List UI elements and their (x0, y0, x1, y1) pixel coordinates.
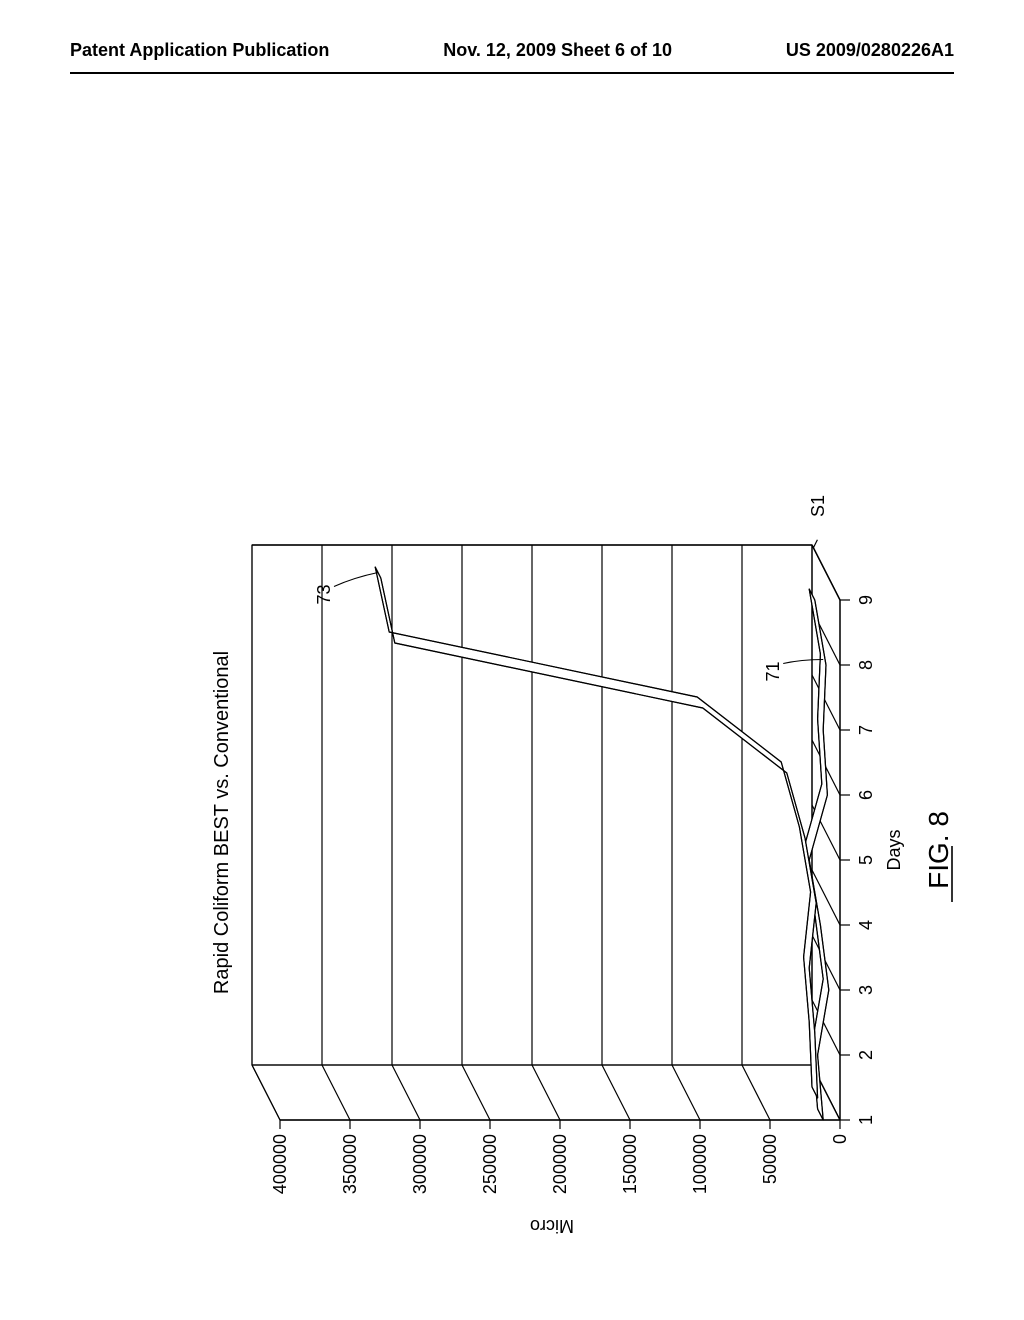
svg-text:150000: 150000 (620, 1134, 640, 1194)
svg-text:100000: 100000 (690, 1134, 710, 1194)
svg-text:5: 5 (856, 855, 876, 865)
callout-71: 71 (763, 661, 783, 681)
svg-text:S1: S1 (808, 495, 828, 517)
svg-text:3: 3 (856, 985, 876, 995)
svg-text:7: 7 (856, 725, 876, 735)
svg-text:300000: 300000 (410, 1134, 430, 1194)
header-divider (70, 72, 954, 74)
svg-text:350000: 350000 (340, 1134, 360, 1194)
svg-text:400000: 400000 (270, 1134, 290, 1194)
svg-text:1: 1 (856, 1115, 876, 1125)
svg-text:250000: 250000 (480, 1134, 500, 1194)
figure-caption: FIG. 8 (923, 811, 954, 902)
chart-root: 0 50000 100000 150000 200000 250000 300000 3500… (211, 495, 954, 1236)
header-center: Nov. 12, 2009 Sheet 6 of 10 (443, 40, 672, 61)
svg-text:8: 8 (856, 660, 876, 670)
svg-text:6: 6 (856, 790, 876, 800)
series-ribbon-73 (375, 567, 817, 1098)
chart-3d: 0 50000 100000 150000 200000 250000 300000 3500… (70, 120, 954, 1250)
svg-text:0: 0 (830, 1134, 850, 1144)
header-left: Patent Application Publication (70, 40, 329, 61)
callout-73: 73 (314, 584, 334, 604)
svg-text:50000: 50000 (760, 1134, 780, 1184)
figure-area: 0 50000 100000 150000 200000 250000 300000 3500… (70, 120, 954, 1250)
page-header: Patent Application Publication Nov. 12, … (0, 40, 1024, 61)
svg-text:200000: 200000 (550, 1134, 570, 1194)
svg-text:FIG. 8: FIG. 8 (923, 811, 954, 889)
svg-text:4: 4 (856, 920, 876, 930)
header-right: US 2009/0280226A1 (786, 40, 954, 61)
svg-text:2: 2 (856, 1050, 876, 1060)
x-axis-label: Days (884, 829, 904, 870)
svg-text:9: 9 (856, 595, 876, 605)
y-axis-label: Micro (530, 1216, 574, 1236)
chart-title: Rapid Coliform BEST vs. Conventional (211, 651, 233, 994)
